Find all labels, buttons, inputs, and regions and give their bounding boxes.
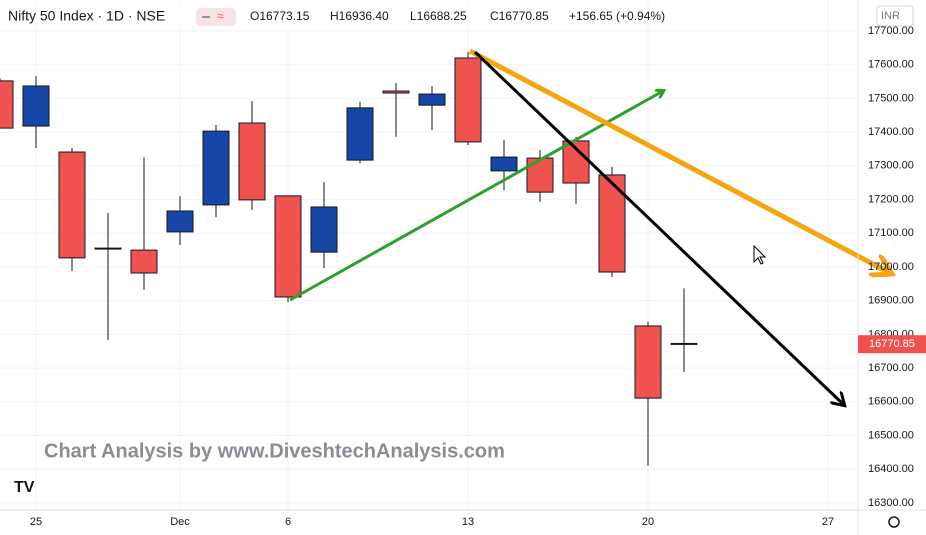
x-tick-label: 6 xyxy=(285,516,291,528)
y-tick-label: 17500.00 xyxy=(868,92,914,104)
ohlc-open: O16773.15 xyxy=(250,9,310,23)
candle-body xyxy=(58,151,86,259)
settings-icon[interactable] xyxy=(888,516,900,528)
x-tick-label: 13 xyxy=(462,516,474,528)
candle-body xyxy=(454,57,482,143)
trend-line-up xyxy=(289,91,663,302)
cursor xyxy=(753,244,767,265)
x-tick-label: 20 xyxy=(642,516,654,528)
candle-body xyxy=(238,122,266,201)
ohlc-high: H16936.40 xyxy=(330,9,389,23)
ohlc-low: L16688.25 xyxy=(410,9,467,23)
toggle-button[interactable] xyxy=(196,8,236,26)
candle-body xyxy=(382,90,410,94)
currency-label: INR xyxy=(881,10,900,22)
candle-body xyxy=(0,80,14,129)
y-tick-label: 16500.00 xyxy=(868,429,914,441)
candle-body xyxy=(490,156,518,172)
candle-body xyxy=(310,206,338,253)
y-tick-label: 16300.00 xyxy=(868,497,914,509)
x-tick-label: Dec xyxy=(170,516,190,528)
candle-body xyxy=(670,342,698,345)
legend-bg xyxy=(0,3,630,29)
y-tick-label: 16900.00 xyxy=(868,295,914,307)
axis-labels: 16300.00 16400.00 16500.00 16600.00 16700.00… xyxy=(30,25,926,528)
last-price-label: 16770.85 xyxy=(869,338,915,350)
y-tick-label: 17000.00 xyxy=(868,261,914,273)
trend-line-black xyxy=(473,50,844,405)
trend-line-orange xyxy=(468,48,890,273)
chart-title: Nifty 50 Index · 1D · NSE xyxy=(8,8,165,24)
candle-body xyxy=(22,85,50,127)
candle-body xyxy=(346,107,374,161)
y-tick-label: 17700.00 xyxy=(868,25,914,37)
x-tick-label: 27 xyxy=(822,516,834,528)
candle-body xyxy=(202,130,230,206)
y-tick-label: 17300.00 xyxy=(868,160,914,172)
candles xyxy=(0,51,698,466)
candle-body xyxy=(274,195,302,298)
tv-logo: TV xyxy=(14,479,35,496)
y-tick-label: 17200.00 xyxy=(868,193,914,205)
candle-body xyxy=(418,93,446,106)
y-tick-label: 16400.00 xyxy=(868,463,914,475)
candle-body xyxy=(94,247,122,250)
y-tick-label: 17100.00 xyxy=(868,227,914,239)
y-tick-label: 17400.00 xyxy=(868,126,914,138)
last-price-badge xyxy=(858,335,926,354)
currency-button[interactable] xyxy=(876,5,914,27)
candle-body xyxy=(598,174,626,273)
y-tick-label: 16700.00 xyxy=(868,362,914,374)
candle-body xyxy=(166,210,194,233)
candle-body xyxy=(634,325,662,399)
candle-body xyxy=(130,249,158,274)
toggle-icon: ≈ xyxy=(217,9,224,23)
y-tick-label: 17600.00 xyxy=(868,59,914,71)
y-tick-label: 16600.00 xyxy=(868,396,914,408)
candle-body xyxy=(526,157,554,193)
ohlc-change: +156.65 (+0.94%) xyxy=(569,9,665,23)
ohlc-close: C16770.85 xyxy=(490,9,549,23)
grid xyxy=(0,0,858,510)
x-tick-label: 25 xyxy=(30,516,42,528)
watermark: Chart Analysis by www.DiveshtechAnalysis… xyxy=(44,440,505,462)
